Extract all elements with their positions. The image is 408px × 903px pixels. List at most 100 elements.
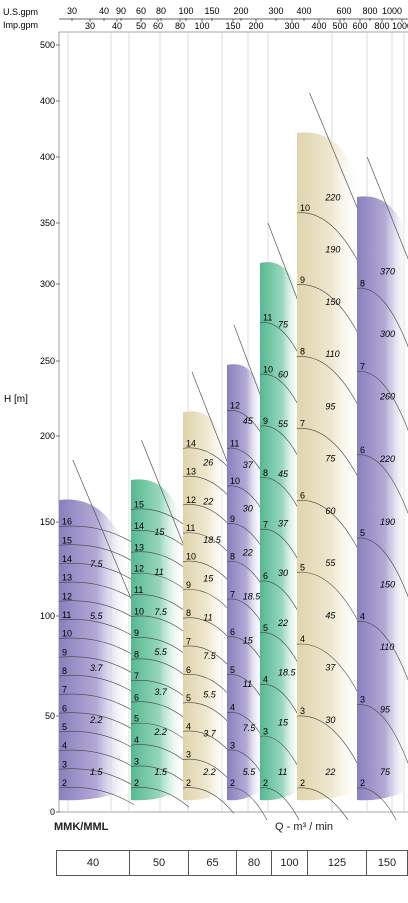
stage-number-label: 8 [360,278,365,288]
stage-number-label: 6 [300,490,305,500]
stage-number-label: 14 [62,554,72,564]
stage-number-label: 6 [360,445,365,455]
stage-number-label: 10 [134,607,144,617]
stage-number-label: 4 [263,675,268,685]
motor-power-label: 15 [278,717,289,727]
stage-curve [58,712,135,731]
imp-gpm-tick: 600 [352,21,367,31]
stage-number-label: 10 [300,203,310,213]
size-cell: 125 [307,850,367,876]
motor-power-label: 26 [202,458,213,468]
y-tick-label: 350 [40,218,55,228]
motor-power-label: 22 [324,767,335,777]
stage-number-label: 3 [360,695,365,705]
stage-curve [58,768,135,787]
stage-number-label: 7 [360,362,365,372]
motor-power-label: 45 [278,469,289,479]
stage-curve [356,621,408,681]
stage-curve [58,563,135,582]
stage-number-label: 12 [62,591,72,601]
stage-number-label: 14 [186,438,196,448]
stage-number-label: 7 [230,589,235,599]
motor-power-label: 5.5 [154,647,168,657]
stage-curve [58,693,135,712]
stage-number-label: 2 [300,778,305,788]
stage-number-label: 9 [263,416,268,426]
stage-number-label: 2 [186,778,191,788]
y-tick-label: 100 [40,611,55,621]
motor-power-label: 75 [325,454,336,464]
stage-number-label: 2 [62,778,67,788]
imp-gpm-tick: 400 [311,21,326,31]
pump-group-area [357,196,408,801]
y-axis-label: H [m] [4,394,28,405]
y-tick-label: 400 [40,152,55,162]
motor-power-label: 7.5 [154,607,168,617]
stage-number-label: 4 [360,611,365,621]
stage-number-label: 8 [186,608,191,618]
pump-curve-groups: 23456789101112131415161.52.23.75.57.5234… [58,92,408,820]
imp-gpm-tick: 60 [153,21,163,31]
pump-group-40: 2 3 4 5 6 7 8 9 10 11 12 13 14 15 16 1.5 2.2 3.7 5.5 7.5 [58,459,137,806]
motor-power-label: 3.7 [154,687,168,697]
stage-number-label: 10 [230,476,240,486]
y-tick-label: 250 [40,356,55,366]
power-limit-line [141,439,192,564]
motor-power-label: 18.5 [203,535,222,545]
stage-number-label: 4 [230,703,235,713]
motor-power-label: 1.5 [154,767,168,777]
y-tick-label: 50 [45,711,55,721]
stage-number-label: 8 [230,552,235,562]
imp-gpm-tick: 300 [284,21,299,31]
motor-power-label: 18.5 [278,668,297,678]
pump-group-150: 2 3 4 5 6 7 8 75 95 110 150 190 220 260 300 370 [356,156,408,820]
stage-number-label: 10 [62,629,72,639]
stage-number-label: 12 [186,495,196,505]
stage-number-label: 2 [230,778,235,788]
motor-power-label: 75 [278,320,289,330]
stage-number-label: 5 [300,562,305,572]
stage-number-label: 3 [230,740,235,750]
stage-number-label: 11 [230,438,239,448]
us-gpm-tick: 1000 [382,6,402,16]
motor-power-label: 190 [325,245,340,255]
stage-curve [356,287,408,348]
model-label: MMK/MML [54,821,109,833]
stage-curve [58,544,135,563]
pump-group-area [59,499,128,801]
motor-power-label: 5.5 [243,767,257,777]
motor-power-label: 3.7 [90,663,104,673]
motor-power-label: 45 [325,610,336,620]
motor-power-label: 150 [325,297,340,307]
us-gpm-tick: 80 [156,6,166,16]
stage-number-label: 6 [186,665,191,675]
stage-number-label: 8 [263,468,268,478]
stage-number-label: 16 [62,517,72,527]
motor-power-label: 2.2 [153,727,167,737]
motor-power-label: 5.5 [203,690,217,700]
stage-curve [58,787,135,806]
imp-gpm-tick: 30 [85,21,95,31]
us-gpm-tick: 300 [268,6,283,16]
stage-number-label: 13 [62,573,72,583]
us-gpm-tick: 90 [116,6,126,16]
motor-power-label: 30 [243,504,253,514]
motor-power-label: 15 [243,635,254,645]
motor-power-label: 37 [243,460,254,470]
stage-number-label: 3 [62,759,67,769]
us-gpm-tick: 800 [362,6,377,16]
stage-curve [58,525,135,544]
motor-power-label: 7.5 [203,651,217,661]
stage-number-label: 6 [263,571,268,581]
motor-power-label: 11 [243,679,252,689]
stage-number-label: 11 [186,523,195,533]
imp-gpm-tick: 200 [248,21,263,31]
stage-number-label: 3 [263,726,268,736]
y-tick-label: 0 [50,807,55,817]
stage-number-label: 5 [263,623,268,633]
stage-curve [58,619,135,638]
stage-number-label: 13 [186,467,196,477]
imp-gpm-tick: 150 [225,21,240,31]
pump-group-area [227,364,262,801]
